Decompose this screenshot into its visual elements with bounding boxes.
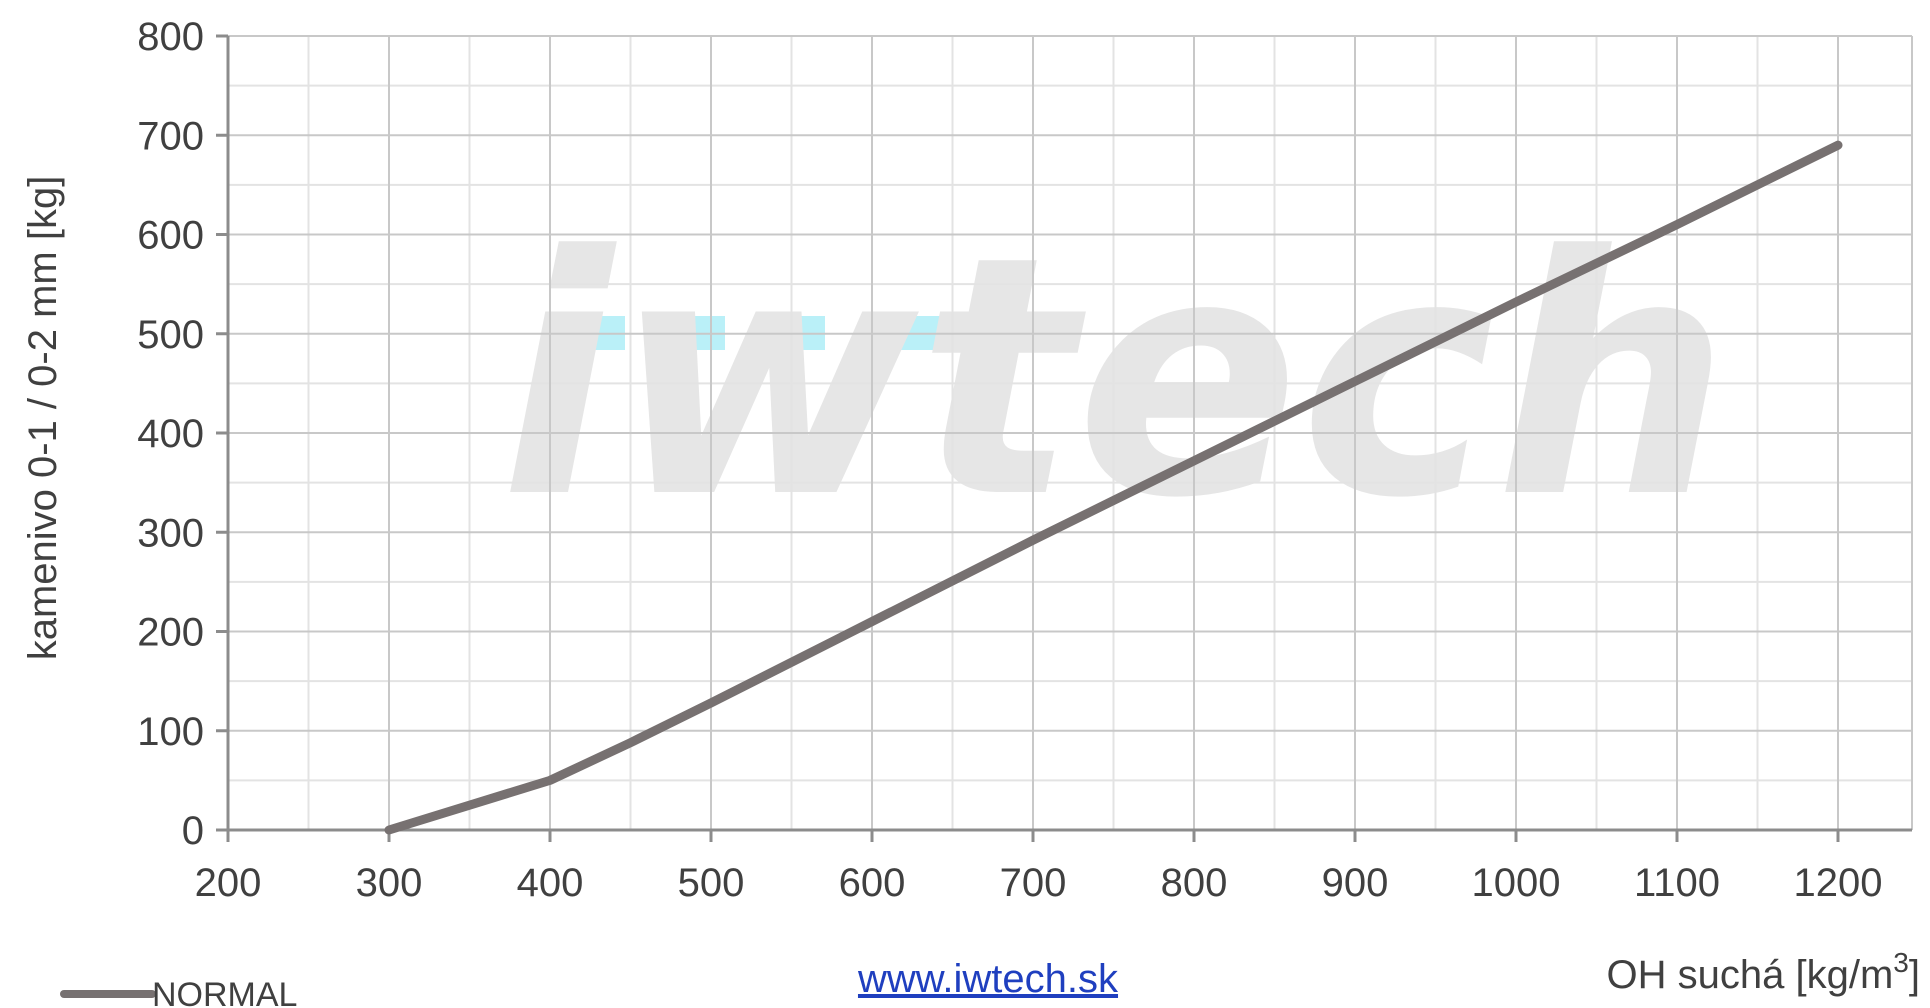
x-axis-title-sup: 3 (1893, 947, 1909, 978)
series-line-normal (384, 140, 1843, 835)
x-axis-title-suffix: ] (1909, 953, 1920, 997)
x-tick-labels: 200 300 400 500 600 700 800 900 1000 1100 1200 (195, 861, 1883, 905)
grid-major (228, 35, 1913, 830)
y-tick-label: 400 (137, 412, 204, 456)
y-tick-label: 100 (137, 710, 204, 754)
x-tick-label: 500 (678, 861, 745, 905)
x-tick-label: 600 (839, 861, 906, 905)
x-tick-label: 400 (517, 861, 584, 905)
x-tick-label: 300 (356, 861, 423, 905)
x-tick-label: 800 (1161, 861, 1228, 905)
x-tick-label: 200 (195, 861, 262, 905)
series-layer (384, 140, 1843, 835)
axes (216, 34, 1912, 842)
y-axis-title: kamenivo 0-1 / 0-2 mm [kg] (21, 176, 65, 661)
y-tick-labels: 0 100 200 300 400 500 600 700 800 (137, 15, 204, 853)
x-tick-label: 900 (1322, 861, 1389, 905)
y-tick-label: 0 (182, 809, 204, 853)
x-axis-title: OH suchá [kg/m3] (1607, 947, 1920, 997)
x-tick-label: 700 (1000, 861, 1067, 905)
y-tick-label: 700 (137, 114, 204, 158)
y-tick-label: 300 (137, 511, 204, 555)
legend: NORMAL (60, 976, 297, 1008)
y-tick-label: 500 (137, 313, 204, 357)
y-tick-label: 800 (137, 15, 204, 59)
x-tick-label: 1200 (1794, 861, 1883, 905)
y-tick-label: 200 (137, 611, 204, 655)
x-axis-title-main: OH suchá [kg/m (1607, 953, 1894, 997)
legend-label-normal: NORMAL (152, 976, 297, 1008)
website-link[interactable]: www.iwtech.sk (857, 957, 1119, 1001)
x-tick-label: 1100 (1634, 861, 1720, 905)
y-tick-label: 600 (137, 214, 204, 258)
watermark: iwtech (500, 186, 1730, 570)
x-tick-label: 1000 (1472, 861, 1561, 905)
watermark-text: iwtech (500, 186, 1730, 570)
